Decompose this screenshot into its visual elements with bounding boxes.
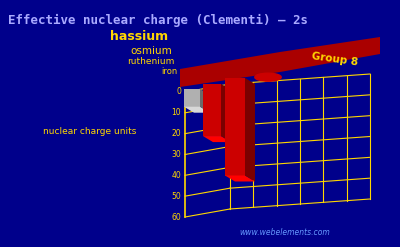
Polygon shape <box>180 37 380 87</box>
Text: Effective nuclear charge (Clementi) – 2s: Effective nuclear charge (Clementi) – 2s <box>8 14 308 27</box>
Text: 60: 60 <box>171 212 181 222</box>
Text: nuclear charge units: nuclear charge units <box>43 127 137 137</box>
Text: osmium: osmium <box>130 46 172 56</box>
Polygon shape <box>203 84 221 136</box>
Polygon shape <box>225 176 255 182</box>
Polygon shape <box>245 78 255 182</box>
Text: Group 8: Group 8 <box>311 51 359 67</box>
Text: 40: 40 <box>171 171 181 180</box>
Text: 0: 0 <box>176 87 181 97</box>
Polygon shape <box>203 136 231 142</box>
Text: 50: 50 <box>171 192 181 201</box>
Text: 30: 30 <box>171 150 181 159</box>
Text: 20: 20 <box>171 129 181 138</box>
Text: www.webelements.com: www.webelements.com <box>240 228 330 237</box>
Polygon shape <box>200 89 210 113</box>
Polygon shape <box>184 89 200 107</box>
Ellipse shape <box>255 73 281 81</box>
Text: ruthenium: ruthenium <box>128 58 175 66</box>
Text: 10: 10 <box>171 108 181 117</box>
Text: hassium: hassium <box>110 30 168 43</box>
Text: iron: iron <box>162 67 178 77</box>
Polygon shape <box>225 78 245 176</box>
Polygon shape <box>184 107 210 113</box>
Polygon shape <box>221 84 231 142</box>
